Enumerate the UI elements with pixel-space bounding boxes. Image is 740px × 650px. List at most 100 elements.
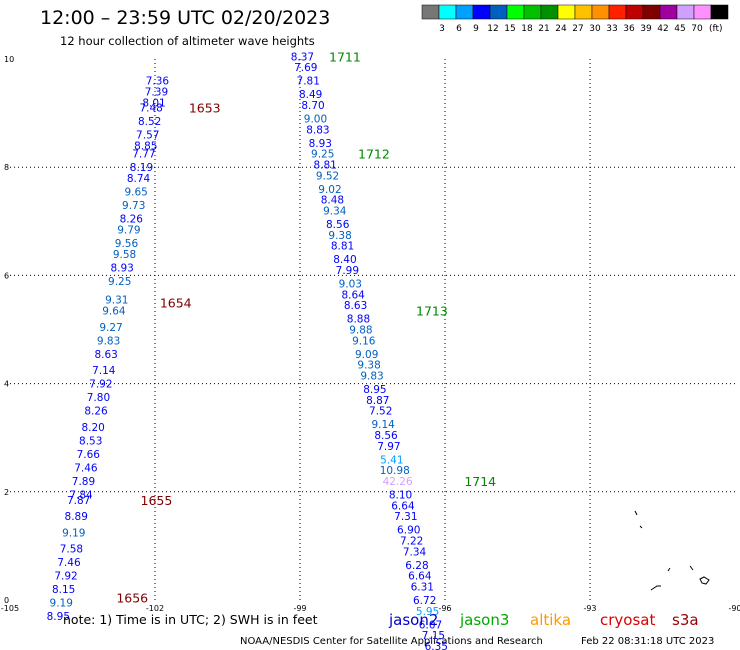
color-swatch [574,4,593,20]
wave-height-value: 8.70 [301,100,324,112]
x-tick-label: -96 [438,604,451,613]
x-tick-label: -90 [728,604,740,613]
wave-height-value: 6.64 [408,571,432,583]
color-swatch [523,4,542,20]
wave-height-value: 5.95 [416,606,439,618]
color-scale-label: 3 [439,24,445,34]
wave-height-value: 6.72 [413,595,436,607]
wave-height-value: 9.73 [122,200,145,212]
wave-height-value: 10.98 [380,465,410,477]
wave-height-value: 8.64 [341,289,365,301]
wave-height-value: 7.69 [294,62,317,74]
wave-height-value: 9.31 [105,295,128,307]
y-tick-label: 0 [4,596,9,605]
wave-height-value: 7.15 [422,630,445,642]
wave-height-value: 9.16 [352,335,376,347]
color-swatch [710,4,729,20]
wave-height-value: 7.87 [67,495,90,507]
wave-height-value: 8.95 [47,611,70,623]
color-swatch [540,4,559,20]
pass-number-label: 1655 [141,493,173,508]
color-scale-label: 24 [555,24,567,34]
wave-height-value: 9.83 [360,370,383,382]
axis-ticks: -105 -102 -99 -96 -93 -90 0 2 4 6 8 10 [1,55,740,613]
color-scale-label: 12 [487,24,498,34]
color-scale-label: 70 [691,24,703,34]
wave-height-value: 7.36 [146,76,170,88]
wave-height-value: 8.95 [363,384,386,396]
y-tick-label: 2 [4,488,9,497]
color-swatch [506,4,525,20]
wave-height-value: 8.37 [291,51,314,63]
wave-height-value: 8.81 [331,241,354,253]
x-tick-label: -99 [293,604,306,613]
y-tick-label: 6 [4,271,9,280]
y-tick-label: 8 [4,163,9,172]
wave-height-value: 7.52 [369,406,392,418]
wave-height-value: 7.92 [89,379,112,391]
satellite-legend-s3a: s3a [672,611,699,629]
wave-height-value: 6.07 [419,619,442,631]
wave-height-value: 8.26 [120,214,144,226]
wave-height-value: 7.46 [74,462,98,474]
x-tick-label: -93 [583,604,596,613]
wave-height-value: 9.09 [355,349,378,361]
wave-height-value: 6.28 [405,560,428,572]
wave-height-value: 9.19 [50,598,73,610]
wave-height-value: 9.02 [318,184,341,196]
footer-credit: NOAA/NESDIS Center for Satellite Applica… [240,636,543,647]
wave-height-value: 9.58 [113,249,136,261]
wave-height-value: 9.25 [311,149,334,161]
wave-height-value: 7.80 [87,392,110,404]
wave-height-value: 7.34 [403,546,427,558]
y-tick-label: 10 [4,55,14,64]
grid-lines [10,59,735,600]
wave-height-value: 8.48 [321,195,344,207]
color-scale-label: 30 [589,24,601,34]
wave-height-value: 9.56 [115,238,139,250]
wave-height-value: 8.63 [344,300,367,312]
x-tick-label: -102 [146,604,164,613]
wave-height-value: 6.35 [425,641,448,650]
wave-height-value: 8.56 [326,219,350,231]
wave-height-value: 8.83 [306,124,329,136]
wave-height-value: 42.26 [383,476,413,488]
wave-height-value: 8.89 [65,511,88,523]
color-scale-label: 6 [456,24,462,34]
wave-height-value: 7.66 [77,449,101,461]
wave-height-value: 8.93 [309,138,332,150]
wave-height-value: 7.14 [92,365,116,377]
wave-height-value: 8.26 [84,406,108,418]
wave-height-value: 9.14 [371,419,395,431]
pass-number-label: 1712 [358,147,390,162]
footer-timestamp: Feb 22 08:31:18 UTC 2023 [581,636,714,647]
x-tick-label: -105 [1,604,19,613]
wave-height-value: 9.03 [339,279,362,291]
wave-height-value: 6.90 [397,525,420,537]
satellite-legend-jason3: jason3 [459,611,509,629]
color-scale-unit: (ft) [709,24,723,34]
wave-height-value: 9.83 [97,335,120,347]
color-scale-label: 27 [572,24,583,34]
color-scale-label: 33 [606,24,617,34]
wave-height-value: 8.81 [313,159,336,171]
wave-height-value: 8.19 [130,162,153,174]
wave-height-value: 7.89 [72,476,95,488]
wave-height-value: 7.57 [136,130,159,142]
pass-number-label: 1711 [329,49,361,64]
color-swatch [591,4,610,20]
color-swatch [693,4,712,20]
pass-number-label: 1653 [189,101,221,116]
wave-height-value: 8.20 [81,422,104,434]
wave-height-value: 7.22 [400,535,423,547]
color-swatch [642,4,661,20]
coastline-fragments [634,510,710,591]
color-scale-label: 18 [521,24,533,34]
wave-height-value: 9.88 [349,325,372,337]
color-swatch [489,4,508,20]
wave-height-value: 9.25 [108,276,131,288]
wave-height-value: 6.31 [411,581,434,593]
wave-height-value: 8.93 [110,262,133,274]
wave-height-value: 8.40 [333,254,356,266]
color-swatch [659,4,678,20]
